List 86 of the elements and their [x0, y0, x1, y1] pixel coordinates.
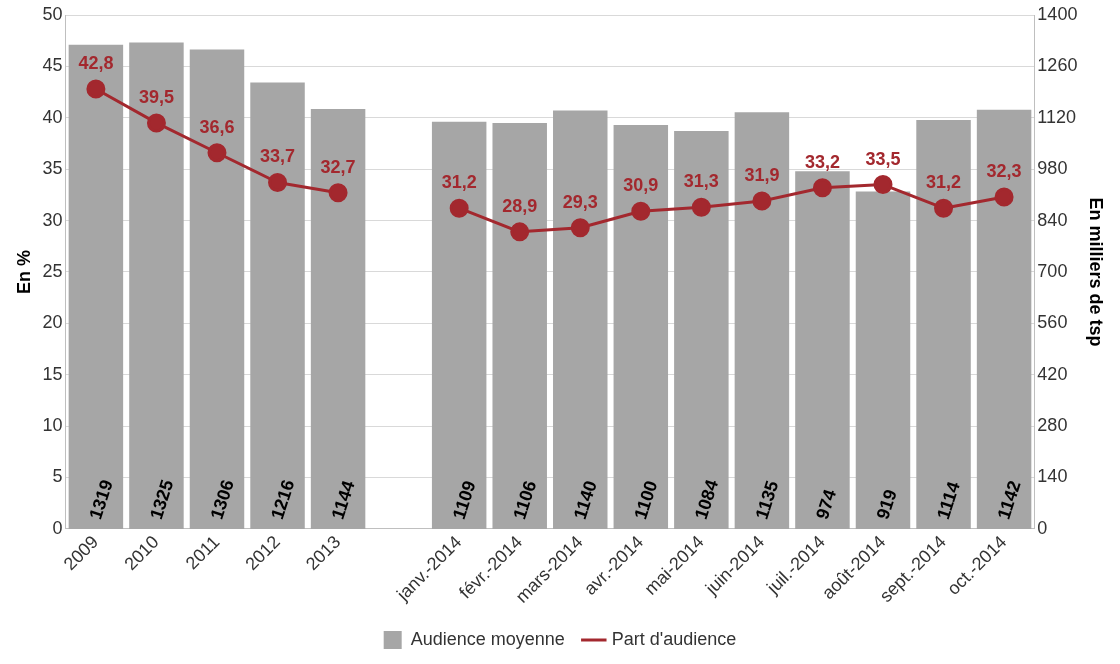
y-axis-title: En % [13, 249, 34, 294]
y-tick-label: 35 [42, 158, 63, 179]
bar [553, 110, 608, 529]
point [994, 187, 1014, 207]
y2-tick-label: 980 [1037, 158, 1068, 179]
data-label: 33,7 [260, 146, 296, 167]
y-tick-label: 5 [52, 466, 63, 487]
data-label: 31,2 [441, 172, 477, 193]
point [328, 183, 348, 203]
bar [250, 82, 305, 529]
data-label: 28,9 [502, 195, 538, 216]
data-label: 31,2 [926, 172, 962, 193]
point [812, 178, 832, 198]
bar [976, 109, 1032, 529]
bar [68, 44, 124, 529]
y2-tick-label: 700 [1037, 260, 1068, 281]
y-tick-label: 25 [42, 260, 63, 281]
y-tick-label: 30 [42, 209, 63, 230]
data-label: 39,5 [138, 86, 174, 107]
data-label: 1109 [448, 478, 480, 522]
data-label: 1325 [145, 477, 178, 522]
point [449, 198, 469, 218]
point [570, 218, 590, 238]
point [934, 198, 954, 218]
data-label: 1319 [85, 477, 117, 522]
y2-tick-label: 840 [1037, 209, 1068, 230]
y-tick-label: 10 [42, 415, 63, 436]
data-label: 1140 [569, 478, 601, 522]
y2-tick-label: 1120 [1037, 106, 1077, 127]
y2-axis-title: En milliers de tsp [1086, 197, 1107, 347]
y-tick-label: 40 [42, 106, 63, 127]
y-tick-label: 45 [42, 55, 63, 76]
point [86, 79, 106, 99]
y2-tick-label: 0 [1037, 517, 1048, 538]
point [873, 175, 893, 195]
point [268, 173, 288, 193]
bar [674, 130, 729, 529]
bar [189, 49, 245, 529]
data-label: 1084 [690, 477, 723, 522]
data-label: 30,9 [623, 175, 659, 196]
point [752, 191, 772, 211]
bar [129, 42, 184, 529]
bar [734, 112, 790, 529]
y-tick-label: 0 [52, 517, 63, 538]
y2-tick-label: 140 [1037, 466, 1068, 487]
point [510, 222, 530, 242]
data-label: 974 [811, 486, 841, 522]
data-label: 36,6 [199, 116, 235, 137]
data-label: 1135 [751, 478, 783, 522]
point [631, 201, 651, 221]
y2-tick-label: 280 [1037, 415, 1068, 436]
y2-tick-label: 420 [1037, 363, 1068, 384]
y2-tick-label: 560 [1037, 312, 1068, 333]
legend-label: Part d'audience [611, 628, 737, 649]
y-tick-label: 50 [42, 3, 63, 24]
point [207, 143, 227, 163]
y-tick-label: 20 [42, 312, 63, 333]
data-label: 1142 [993, 478, 1025, 522]
bar [916, 119, 971, 529]
legend-label: Audience moyenne [410, 628, 565, 649]
data-label: 1100 [630, 478, 662, 522]
data-label: 32,3 [986, 160, 1022, 181]
bar [310, 108, 366, 529]
data-label: 32,7 [320, 156, 356, 177]
data-label: 919 [872, 486, 901, 522]
data-label: 1106 [509, 478, 541, 522]
y-tick-label: 15 [42, 363, 63, 384]
data-label: 33,2 [804, 151, 840, 172]
bar [492, 122, 547, 529]
bar [613, 125, 669, 529]
y2-tick-label: 1400 [1037, 3, 1078, 24]
data-label: 42,8 [78, 52, 114, 73]
point [691, 197, 711, 217]
y2-tick-label: 1260 [1037, 55, 1078, 76]
point [146, 113, 166, 133]
data-label: 31,9 [744, 165, 780, 185]
data-label: 1306 [206, 477, 238, 522]
bar [855, 191, 911, 529]
bar [431, 121, 487, 529]
data-label: 29,3 [562, 191, 598, 212]
data-label: 1114 [933, 479, 964, 522]
data-label: 33,5 [865, 148, 901, 169]
bar [795, 171, 850, 529]
data-label: 31,3 [683, 171, 719, 192]
data-label: 1216 [267, 477, 299, 522]
data-label: 1144 [327, 478, 359, 522]
